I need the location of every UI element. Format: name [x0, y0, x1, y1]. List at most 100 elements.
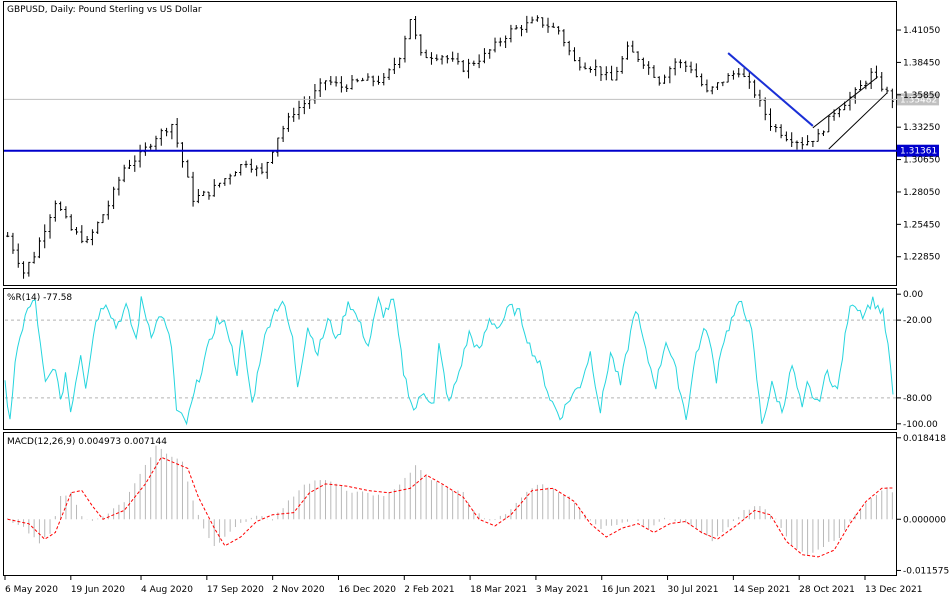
price-bar: [329, 76, 333, 86]
price-bar: [360, 77, 365, 82]
price-bar: [85, 236, 89, 244]
price-bar: [456, 52, 460, 65]
x-axis-label: 14 Sep 2021: [733, 585, 790, 595]
price-bar: [858, 80, 863, 91]
price-panel[interactable]: [3, 1, 897, 286]
price-bar: [811, 140, 815, 148]
x-axis-label: 17 Sep 2020: [207, 585, 264, 595]
price-bar: [636, 51, 640, 62]
price-bar: [461, 59, 465, 73]
price-bar: [837, 107, 841, 118]
price-bar: [202, 190, 206, 197]
price-bar: [625, 41, 630, 60]
price-bar: [334, 76, 338, 87]
price-bar: [551, 22, 555, 28]
macd-panel[interactable]: [3, 432, 897, 576]
price-bar: [387, 68, 391, 80]
price-bar: [890, 88, 894, 109]
price-bar: [678, 59, 683, 69]
price-bar: [96, 221, 100, 234]
price-bar: [270, 151, 275, 164]
price-bar: [207, 191, 211, 200]
price-bar: [662, 74, 667, 84]
price-bar: [249, 158, 253, 173]
trend-line-downtrend[interactable]: [727, 52, 814, 127]
price-bar: [276, 137, 280, 157]
price-bar: [498, 37, 502, 47]
price-bar: [255, 165, 259, 177]
price-axis-label: 1.41050: [903, 26, 940, 36]
price-bar: [154, 135, 158, 152]
williams-r-panel[interactable]: [3, 288, 897, 430]
price-bar: [159, 128, 163, 146]
price-bar: [726, 73, 730, 83]
price-bar: [721, 81, 725, 87]
price-bar: [53, 200, 57, 222]
price-bar: [816, 128, 820, 142]
price-bar: [715, 82, 720, 91]
x-axis-label: 3 May 2021: [536, 585, 589, 595]
price-axis-label: 1.33250: [903, 123, 940, 133]
price-bar: [705, 79, 709, 93]
x-axis-label: 2 Nov 2020: [273, 585, 325, 595]
price-bar: [48, 214, 52, 239]
price-bar: [429, 52, 434, 65]
price-bar: [64, 206, 68, 219]
price-bar: [297, 100, 301, 120]
price-bar: [673, 58, 677, 76]
price-bar: [355, 78, 359, 83]
price-bar: [419, 34, 423, 56]
x-axis-label: 18 Mar 2021: [470, 585, 527, 595]
price-bar: [700, 73, 704, 87]
price-bar: [805, 135, 810, 146]
price-bar: [149, 143, 153, 150]
price-bar: [366, 73, 370, 81]
support-line-label: 1.31361: [900, 147, 937, 157]
price-bar: [260, 163, 264, 175]
price-bar: [403, 35, 407, 63]
x-axis-label: 2 Feb 2021: [404, 585, 454, 595]
price-bar: [562, 29, 566, 47]
price-bar: [164, 127, 169, 137]
price-bar: [424, 49, 428, 59]
price-bar: [413, 16, 418, 40]
price-bar: [74, 226, 79, 235]
price-bar: [657, 76, 661, 86]
price-bar: [371, 75, 375, 87]
price-bar: [604, 66, 608, 81]
price-bar: [27, 261, 31, 277]
trend-line-channel-upper[interactable]: [812, 77, 877, 129]
price-bar: [694, 63, 698, 78]
price-bar: [228, 173, 232, 185]
williams-r-axis-label: 0.00: [903, 290, 923, 300]
price-bar: [747, 70, 751, 89]
price-bar: [477, 54, 481, 69]
price-bar: [112, 186, 116, 209]
price-bar: [472, 60, 476, 66]
bid-price-label: 1.35482: [900, 95, 937, 105]
macd-axis-label: -0.011575: [903, 566, 949, 576]
trend-line-channel-lower[interactable]: [828, 92, 888, 150]
bid-price-badge: [897, 93, 939, 106]
price-bar: [588, 66, 592, 73]
price-bar: [790, 132, 794, 147]
price-bar: [737, 67, 741, 78]
price-bar: [239, 164, 243, 176]
x-axis-label: 6 May 2020: [5, 585, 58, 595]
price-bar: [392, 57, 396, 74]
price-bar: [212, 179, 216, 197]
macd-axis-label: 0.000000: [903, 515, 946, 525]
price-bar: [101, 214, 105, 224]
price-bar: [731, 70, 736, 80]
price-bar: [281, 125, 285, 143]
price-bar: [742, 68, 746, 78]
price-bar: [180, 142, 185, 168]
price-bar: [175, 117, 179, 148]
price-bar: [519, 25, 524, 37]
price-bar: [122, 164, 126, 183]
x-axis-label: 13 Dec 2021: [865, 585, 923, 595]
price-bar: [795, 140, 799, 150]
price-bar: [684, 60, 688, 73]
